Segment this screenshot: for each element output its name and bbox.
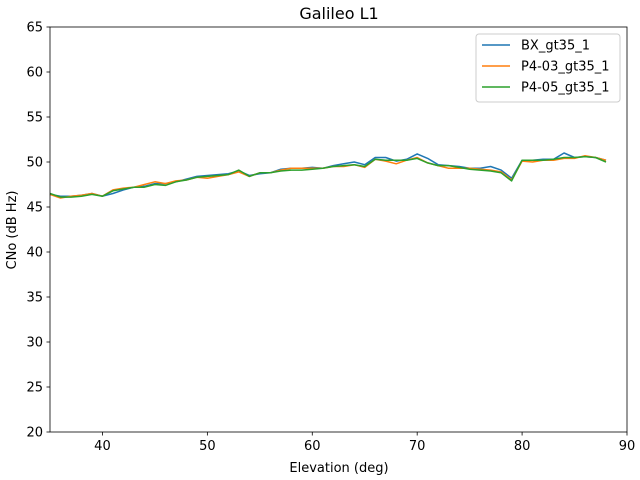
axes-frame [49, 26, 628, 433]
x-tick-label: 60 [304, 439, 321, 454]
y-tick-label: 60 [26, 66, 43, 81]
x-tick-label: 80 [514, 439, 531, 454]
legend-label-2: P4-03_gt35_1 [521, 60, 610, 75]
y-tick-label: 45 [26, 201, 43, 216]
plot-area [49, 152, 607, 199]
y-tick-label: 25 [26, 381, 43, 396]
legend-label-1: BX_gt35_1 [521, 39, 590, 54]
axes: 40 50 60 70 80 90 20 25 30 35 40 45 50 55 60 65 [26, 21, 635, 455]
x-tick-label: 40 [94, 439, 111, 454]
y-tick-label: 65 [26, 21, 43, 36]
y-tick-label: 20 [26, 426, 43, 441]
x-tick-label: 90 [619, 439, 636, 454]
x-tick-label: 70 [409, 439, 426, 454]
y-tick-label: 40 [26, 246, 43, 261]
x-axis-label: Elevation (deg) [289, 461, 388, 476]
legend-label-3: P4-05_gt35_1 [521, 81, 610, 96]
y-tick-label: 50 [26, 156, 43, 171]
y-tick-label: 35 [26, 291, 43, 306]
legend: BX_gt35_1 P4-03_gt35_1 P4-05_gt35_1 [475, 33, 621, 103]
y-tick-label: 30 [26, 336, 43, 351]
y-tick-label: 55 [26, 111, 43, 126]
y-axis-label: CNo (dB Hz) [5, 191, 20, 270]
legend-box [475, 33, 621, 103]
x-tick-label: 50 [199, 439, 216, 454]
series-line-3 [49, 155, 607, 198]
chart-title: Galileo L1 [299, 4, 378, 23]
